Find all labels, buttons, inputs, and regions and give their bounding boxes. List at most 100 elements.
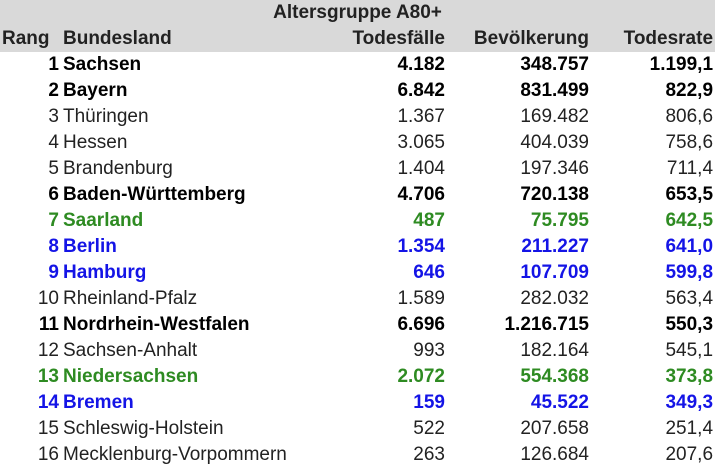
cell-todesrate: 599,8 [665, 262, 714, 283]
cell-bundesland: Thüringen [63, 106, 149, 127]
header-bundesland: Bundesland [61, 26, 330, 52]
cell-bevoelkerung: 831.499 [520, 80, 589, 101]
cell-rang: 11 [38, 314, 59, 335]
cell-bundesland: Brandenburg [63, 158, 173, 179]
table-row: 5 Brandenburg 1.404 197.346 711,4 [0, 156, 715, 182]
cell-todesrate: 653,5 [665, 184, 714, 205]
cell-todesfaelle: 6.696 [397, 314, 445, 335]
cell-bevoelkerung: 720.138 [520, 184, 589, 205]
cell-bundesland: Hessen [63, 132, 128, 153]
cell-todesfaelle: 4.706 [397, 184, 445, 205]
cell-todesrate: 641,0 [665, 236, 714, 257]
cell-rang: 12 [37, 340, 59, 361]
cell-bevoelkerung: 126.684 [520, 444, 589, 465]
table-row: 4 Hessen 3.065 404.039 758,6 [0, 130, 715, 156]
cell-todesfaelle: 1.589 [397, 288, 445, 309]
cell-todesfaelle: 1.404 [397, 158, 445, 179]
cell-todesfaelle: 646 [413, 262, 445, 283]
cell-todesrate: 349,3 [665, 392, 714, 413]
cell-bevoelkerung: 348.757 [520, 54, 589, 75]
cell-todesrate: 806,6 [665, 106, 714, 127]
cell-todesfaelle: 159 [413, 392, 445, 413]
cell-todesrate: 207,6 [665, 444, 714, 465]
cell-todesrate: 822,9 [665, 80, 714, 101]
table-row: 2 Bayern 6.842 831.499 822,9 [0, 78, 715, 104]
cell-bundesland: Baden-Württemberg [63, 184, 246, 205]
header-bevoelkerung: Bevölkerung [447, 26, 591, 52]
cell-todesfaelle: 487 [413, 210, 445, 231]
cell-rang: 6 [48, 184, 59, 205]
cell-todesfaelle: 263 [413, 444, 445, 465]
table-row: 14 Bremen 159 45.522 349,3 [0, 390, 715, 416]
table-row: 9 Hamburg 646 107.709 599,8 [0, 260, 715, 286]
cell-bundesland: Mecklenburg-Vorpommern [63, 444, 287, 465]
cell-bundesland: Rheinland-Pfalz [63, 288, 198, 309]
cell-bundesland: Schleswig-Holstein [63, 418, 224, 439]
table-header: Altersgruppe A80+ Rang Bundesland Todesf… [0, 0, 715, 52]
cell-todesrate: 251,4 [665, 418, 714, 439]
cell-bundesland: Niedersachsen [63, 366, 199, 387]
cell-rang: 1 [48, 54, 59, 75]
cell-bevoelkerung: 1.216.715 [504, 314, 589, 335]
cell-bundesland: Saarland [63, 210, 144, 231]
cell-todesfaelle: 522 [413, 418, 445, 439]
table-body: 1 Sachsen 4.182 348.757 1.199,1 2 Bayern 6.842 8… [0, 52, 715, 468]
cell-todesfaelle: 3.065 [397, 132, 445, 153]
table-row: 8 Berlin 1.354 211.227 641,0 [0, 234, 715, 260]
cell-rang: 5 [48, 158, 59, 179]
cell-rang: 7 [48, 210, 59, 231]
cell-rang: 15 [37, 418, 59, 439]
cell-rang: 13 [37, 366, 59, 387]
table-row: 10 Rheinland-Pfalz 1.589 282.032 563,4 [0, 286, 715, 312]
cell-todesrate: 1.199,1 [649, 54, 714, 75]
header-todesrate: Todesrate [591, 26, 715, 52]
table-row: 1 Sachsen 4.182 348.757 1.199,1 [0, 52, 715, 78]
cell-todesfaelle: 1.367 [397, 106, 445, 127]
cell-todesrate: 545,1 [665, 340, 714, 361]
header-rang: Rang [0, 26, 61, 52]
header-todesfaelle: Todesfälle [330, 26, 447, 52]
cell-bundesland: Berlin [63, 236, 117, 257]
table-row: 11 Nordrhein-Westfalen 6.696 1.216.715 550,3 [0, 312, 715, 338]
cell-rang: 3 [48, 106, 59, 127]
cell-todesrate: 758,6 [665, 132, 714, 153]
cell-rang: 2 [48, 80, 59, 101]
table-row: 7 Saarland 487 75.795 642,5 [0, 208, 715, 234]
cell-rang: 14 [37, 392, 59, 413]
cell-todesfaelle: 6.842 [397, 80, 445, 101]
cell-bundesland: Nordrhein-Westfalen [63, 314, 250, 335]
cell-todesrate: 563,4 [665, 288, 714, 309]
cell-todesrate: 373,8 [665, 366, 714, 387]
cell-todesrate: 642,5 [665, 210, 714, 231]
cell-bundesland: Hamburg [63, 262, 147, 283]
table-row: 15 Schleswig-Holstein 522 207.658 251,4 [0, 416, 715, 442]
cell-bevoelkerung: 554.368 [520, 366, 589, 387]
cell-bevoelkerung: 107.709 [520, 262, 589, 283]
table-row: 12 Sachsen-Anhalt 993 182.164 545,1 [0, 338, 715, 364]
cell-todesfaelle: 993 [413, 340, 445, 361]
table-title: Altersgruppe A80+ [0, 0, 715, 26]
cell-rang: 10 [37, 288, 59, 309]
cell-rang: 16 [37, 444, 59, 465]
cell-bundesland: Sachsen [63, 54, 142, 75]
cell-bevoelkerung: 282.032 [520, 288, 589, 309]
cell-bevoelkerung: 207.658 [520, 418, 589, 439]
cell-rang: 9 [48, 262, 59, 283]
cell-bundesland: Sachsen-Anhalt [63, 340, 198, 361]
cell-bevoelkerung: 169.482 [520, 106, 589, 127]
table-row: 13 Niedersachsen 2.072 554.368 373,8 [0, 364, 715, 390]
cell-rang: 4 [48, 132, 59, 153]
column-header-row: Rang Bundesland Todesfälle Bevölkerung T… [0, 26, 715, 52]
cell-todesrate: 711,4 [666, 158, 714, 179]
cell-bevoelkerung: 182.164 [520, 340, 589, 361]
cell-rang: 8 [48, 236, 59, 257]
table-row: 3 Thüringen 1.367 169.482 806,6 [0, 104, 715, 130]
cell-bevoelkerung: 197.346 [520, 158, 589, 179]
cell-bevoelkerung: 211.227 [521, 236, 589, 257]
cell-bevoelkerung: 404.039 [520, 132, 589, 153]
cell-bundesland: Bremen [63, 392, 134, 413]
cell-todesfaelle: 1.354 [397, 236, 445, 257]
cell-todesfaelle: 2.072 [397, 366, 445, 387]
cell-todesrate: 550,3 [665, 314, 714, 335]
